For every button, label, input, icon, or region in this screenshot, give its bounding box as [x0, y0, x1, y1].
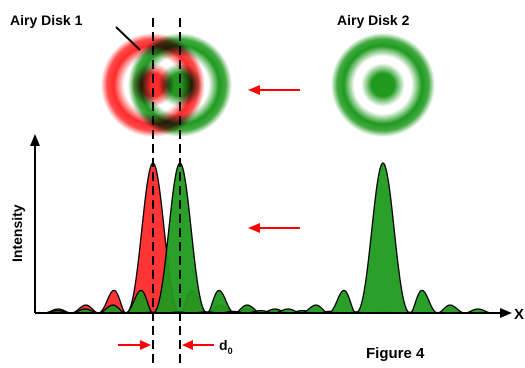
x-axis-label: X [514, 306, 524, 323]
separation-arrows [118, 340, 214, 350]
separation-label: d0 [219, 337, 233, 356]
airy-disk-2 [331, 33, 435, 137]
direction-arrows [248, 85, 300, 233]
airy-disk-2-label: Airy Disk 2 [337, 12, 410, 28]
airy-disk-1-label: Airy Disk 1 [10, 12, 83, 28]
y-axis-arrowhead [30, 134, 40, 146]
upper-left-arrow [248, 85, 300, 95]
separation-arrow-right [118, 340, 151, 350]
intensity-profile-1-green [39, 162, 496, 314]
intensity-profile-1-red [39, 162, 496, 314]
y-axis-label: Intensity [9, 204, 25, 262]
separation-symbol: d [219, 337, 228, 353]
intensity-profiles [39, 162, 496, 314]
figure-caption: Figure 4 [366, 345, 425, 362]
airy-disk-images [101, 33, 435, 137]
separation-subscript: 0 [228, 346, 233, 356]
airy-disk-1-leader-line [115, 26, 141, 51]
x-axis-arrowhead [500, 308, 512, 318]
separation-arrow-left [182, 340, 214, 350]
lower-left-arrow [248, 223, 300, 233]
axes [30, 134, 512, 318]
intensity-profile-2-green [39, 162, 496, 314]
